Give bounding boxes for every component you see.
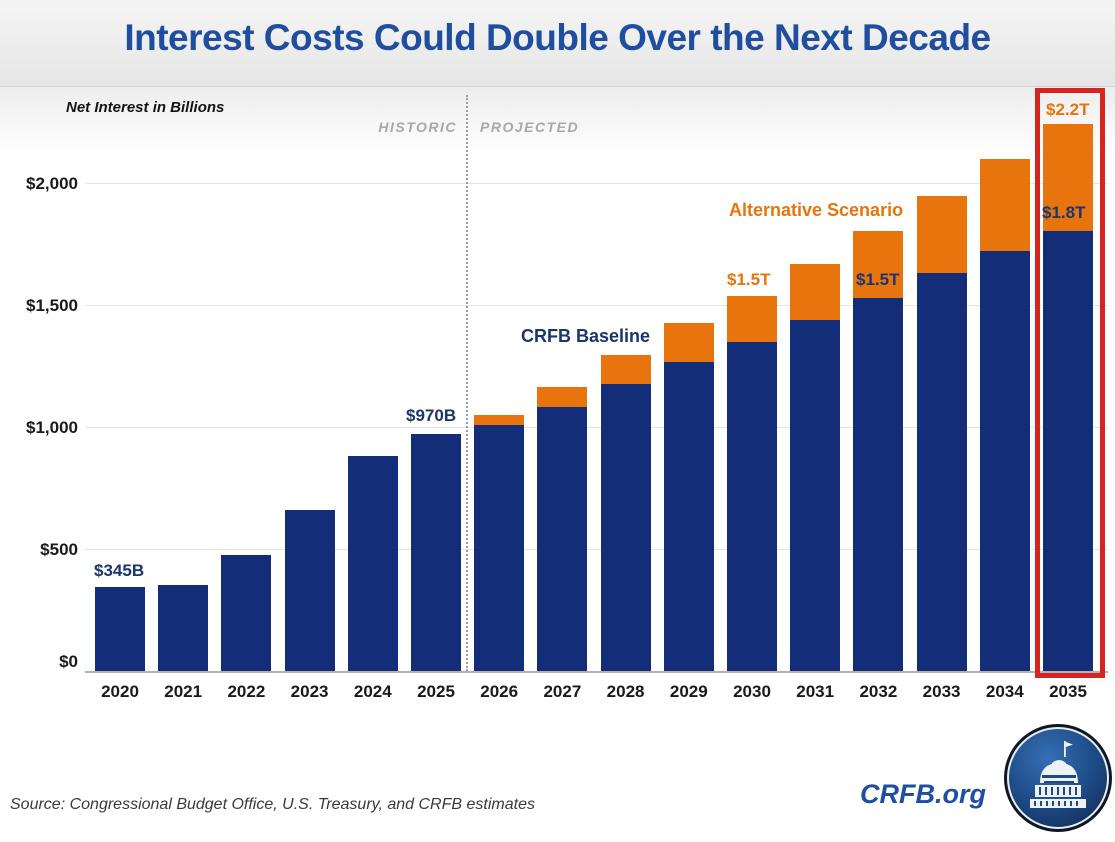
- bar-2034-baseline: [979, 251, 1030, 671]
- series-label-crfb-baseline: CRFB Baseline: [521, 326, 651, 346]
- bar-2031-baseline: [790, 319, 841, 671]
- x-tick-label: 2029: [669, 682, 708, 701]
- bar-2026-alternative: [474, 414, 525, 425]
- historic-projected-divider: [466, 95, 468, 671]
- bar-2029-baseline: [663, 362, 714, 671]
- gridline-1000: [85, 427, 1108, 428]
- gridline-500: [85, 549, 1108, 550]
- bar-2034-alternative: [979, 158, 1030, 252]
- value-label-2035-baseline: $1.8T: [1042, 203, 1086, 222]
- crfb-org-label: CRFB.org: [860, 779, 986, 809]
- x-tick-label: 2020: [101, 682, 139, 701]
- y-axis-title: Net Interest in Billions: [66, 99, 225, 116]
- x-tick-label: 2028: [606, 682, 645, 701]
- historic-zone-label: HISTORIC: [378, 119, 457, 135]
- y-tick-label: $1,500: [26, 296, 78, 315]
- bar-2028-alternative: [600, 355, 651, 385]
- bar-2028-baseline: [600, 384, 651, 671]
- bar-2032-baseline: [853, 297, 904, 671]
- y-tick-label: $500: [40, 540, 78, 559]
- crfb-logo-capitol-icon: [1004, 724, 1112, 832]
- value-label-2032: $1.5T: [856, 270, 900, 289]
- bar-2027-baseline: [537, 407, 588, 671]
- header-band: Interest Costs Could Double Over the Nex…: [0, 0, 1115, 87]
- y-tick-label: $2,000: [26, 174, 78, 193]
- bar-2032-alternative: [853, 230, 904, 298]
- series-label-alternative-scenario: Alternative Scenario: [729, 200, 904, 220]
- bar-2023-baseline: [284, 510, 335, 671]
- bar-2031-alternative: [790, 263, 841, 320]
- projected-zone-label: PROJECTED: [480, 119, 580, 135]
- bar-2030-alternative: [727, 296, 777, 342]
- bar-2029-alternative: [663, 323, 714, 363]
- bar-2022-baseline: [221, 555, 272, 671]
- bar-2027-alternative: [537, 386, 588, 408]
- x-axis-line: [85, 671, 1108, 673]
- bar-2020-baseline: [95, 586, 145, 671]
- bar-2026-baseline: [474, 424, 525, 671]
- y-tick-label: $0: [59, 652, 78, 671]
- bar-2021-baseline: [158, 585, 209, 671]
- value-label-2035-alternative: $2.2T: [1046, 100, 1090, 119]
- x-tick-label: 2032: [859, 682, 898, 701]
- gridline-2000: [85, 183, 1108, 184]
- bar-2035-baseline: [1043, 230, 1093, 671]
- x-tick-label: 2027: [543, 682, 582, 701]
- x-tick-label: 2023: [290, 682, 329, 701]
- x-tick-label: 2035: [1049, 682, 1087, 701]
- x-tick-label: 2033: [922, 682, 961, 701]
- highlight-box-2035: [1035, 88, 1105, 678]
- x-tick-label: 2026: [480, 682, 519, 701]
- gridline-1500: [85, 305, 1108, 306]
- y-tick-label: $1,000: [26, 418, 78, 437]
- x-tick-label: 2022: [227, 682, 266, 701]
- chart-area: Net Interest in Billions HISTORIC PROJEC…: [0, 87, 1115, 707]
- value-label-2030: $1.5T: [727, 270, 771, 289]
- x-tick-label: 2031: [796, 682, 835, 701]
- bar-2035-alternative: [1043, 124, 1093, 231]
- x-tick-label: 2024: [353, 682, 392, 701]
- x-tick-label: 2021: [164, 682, 203, 701]
- value-label-2020: $345B: [94, 561, 145, 580]
- bar-2030-baseline: [727, 341, 777, 671]
- x-tick-label: 2034: [985, 682, 1024, 701]
- bar-2033-alternative: [916, 196, 967, 274]
- source-note: Source: Congressional Budget Office, U.S…: [10, 796, 535, 813]
- x-tick-label: 2030: [733, 682, 771, 701]
- bar-2033-baseline: [916, 273, 967, 671]
- x-tick-label: 2025: [417, 682, 455, 701]
- value-label-2025: $970B: [406, 406, 457, 425]
- page-title: Interest Costs Could Double Over the Nex…: [124, 17, 991, 58]
- bar-2024-baseline: [347, 456, 398, 671]
- bar-2025-baseline: [411, 434, 461, 671]
